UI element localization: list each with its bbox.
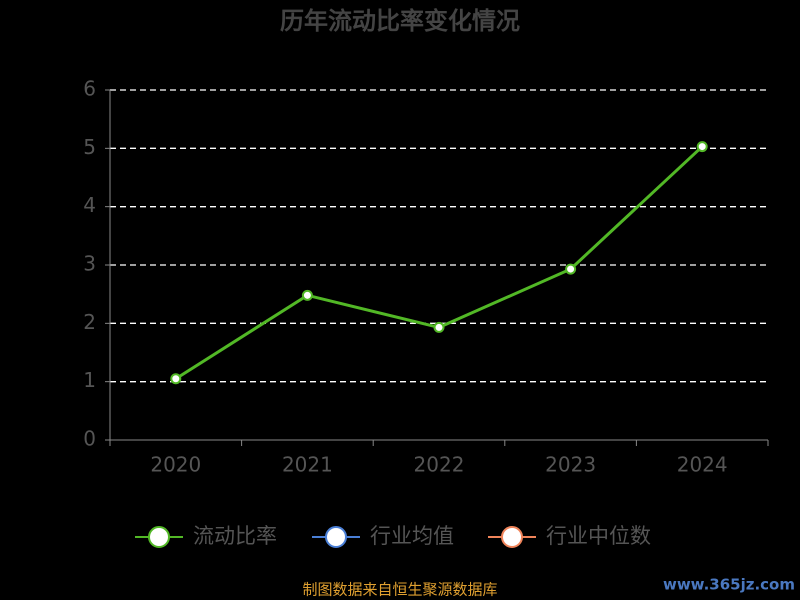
y-tick-label: 1 [83, 368, 96, 392]
data-point [301, 289, 313, 301]
chart-title: 历年流动比率变化情况 [280, 7, 520, 35]
y-tick-label: 6 [83, 77, 96, 101]
legend-label: 流动比率 [193, 524, 277, 548]
y-tick-label: 3 [83, 252, 96, 276]
data-point [170, 373, 182, 385]
data-point [696, 141, 708, 153]
data-point [565, 263, 577, 275]
x-tick-label: 2021 [282, 453, 333, 477]
x-tick-label: 2020 [150, 453, 201, 477]
data-point [433, 321, 445, 333]
y-tick-label: 4 [83, 193, 96, 217]
x-tick-label: 2023 [545, 453, 596, 477]
source-note: 制图数据来自恒生聚源数据库 [302, 581, 497, 599]
y-tick-label: 0 [83, 427, 96, 451]
y-tick-label: 2 [83, 310, 96, 334]
y-tick-label: 5 [83, 135, 96, 159]
watermark: www.365jz.com [663, 576, 795, 594]
x-tick-label: 2022 [414, 453, 465, 477]
x-tick-label: 2024 [677, 453, 728, 477]
legend-marker [325, 526, 347, 548]
legend-label: 行业均值 [370, 524, 454, 548]
legend-label: 行业中位数 [546, 524, 651, 548]
legend-marker [501, 526, 523, 548]
series-line [174, 145, 704, 381]
legend-marker [148, 526, 170, 548]
